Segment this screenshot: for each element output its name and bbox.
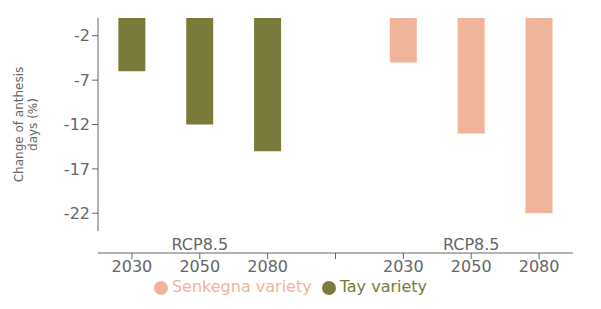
svg-text:RCP8.5: RCP8.5 bbox=[171, 235, 228, 254]
svg-text:-22: -22 bbox=[64, 204, 90, 223]
svg-text:2080: 2080 bbox=[519, 257, 560, 276]
svg-text:RCP8.5: RCP8.5 bbox=[443, 235, 500, 254]
svg-text:2030: 2030 bbox=[112, 257, 153, 276]
svg-text:2030: 2030 bbox=[383, 257, 424, 276]
svg-text:-2: -2 bbox=[74, 26, 90, 45]
svg-text:2050: 2050 bbox=[179, 257, 220, 276]
svg-text:-17: -17 bbox=[64, 160, 90, 179]
svg-text:-12: -12 bbox=[64, 115, 90, 134]
svg-text:2080: 2080 bbox=[247, 257, 288, 276]
html-text:Tay variety: Tay variety bbox=[339, 277, 428, 296]
svg-text:Change of anthesisdays (%): Change of anthesisdays (%) bbox=[12, 67, 40, 183]
html-text:Senkegna variety: Senkegna variety bbox=[171, 277, 312, 296]
svg-text:-7: -7 bbox=[74, 71, 90, 90]
svg-text:2050: 2050 bbox=[451, 257, 492, 276]
